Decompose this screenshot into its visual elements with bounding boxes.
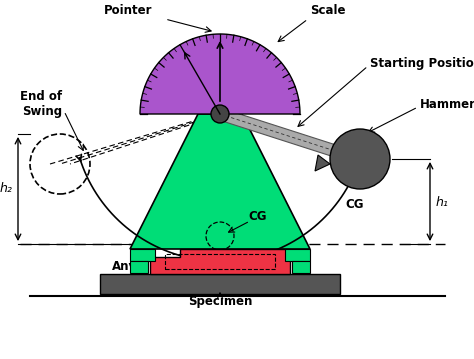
Circle shape xyxy=(330,129,390,189)
Bar xyxy=(100,274,340,294)
Text: Starting Position: Starting Position xyxy=(370,57,474,70)
Polygon shape xyxy=(130,114,310,249)
Polygon shape xyxy=(315,155,330,171)
Circle shape xyxy=(211,105,229,123)
Text: Pointer: Pointer xyxy=(103,5,152,18)
Text: Specimen: Specimen xyxy=(188,294,252,308)
Text: Hammer: Hammer xyxy=(420,98,474,111)
Bar xyxy=(292,261,310,273)
Text: h₁: h₁ xyxy=(436,196,448,209)
Polygon shape xyxy=(140,34,300,114)
Text: End of
Swing: End of Swing xyxy=(20,90,62,118)
Text: h₂: h₂ xyxy=(0,182,12,196)
Text: Scale: Scale xyxy=(310,5,346,18)
Polygon shape xyxy=(150,249,290,274)
Bar xyxy=(165,254,275,269)
Text: Anvil: Anvil xyxy=(112,261,145,274)
Bar xyxy=(285,249,310,261)
Bar xyxy=(130,261,148,273)
Polygon shape xyxy=(218,108,362,165)
Text: CG: CG xyxy=(249,210,267,223)
Text: CG: CG xyxy=(346,197,364,210)
Bar xyxy=(130,249,155,261)
